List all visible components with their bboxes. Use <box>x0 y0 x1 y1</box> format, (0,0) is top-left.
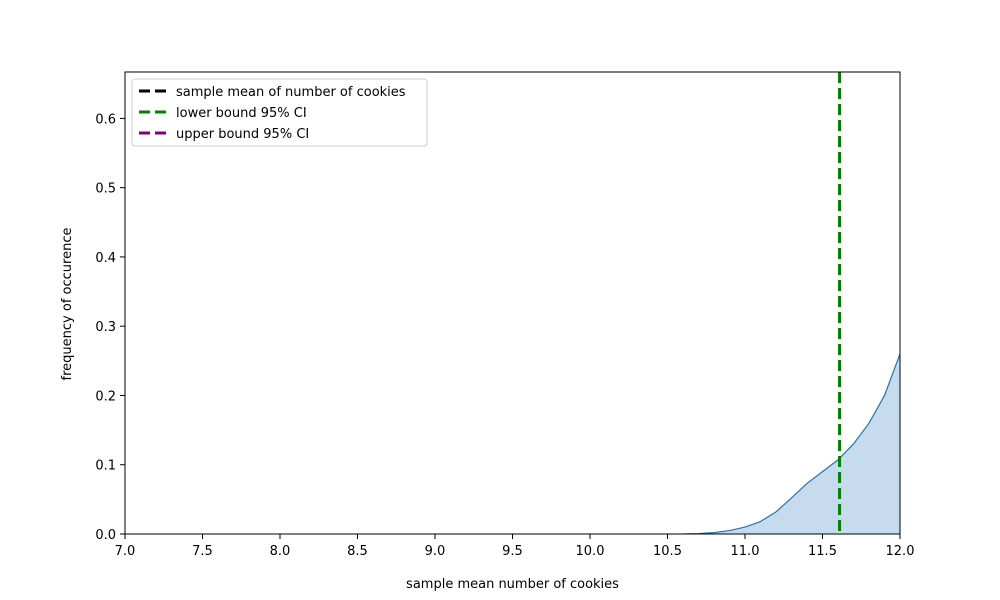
plot-area <box>682 72 900 534</box>
y-tick-label: 0.4 <box>95 251 116 266</box>
x-tick-label: 12.0 <box>886 544 915 559</box>
legend-box <box>131 78 428 147</box>
x-tick-label: 11.0 <box>731 544 760 559</box>
density-area-0 <box>683 353 900 534</box>
x-tick-label: 7.0 <box>115 544 136 559</box>
y-tick-label: 0.0 <box>95 528 116 543</box>
y-tick-label: 0.2 <box>95 389 116 404</box>
legend: sample mean of number of cookies lower bo… <box>131 78 428 147</box>
x-axis-label: sample mean number of cookies <box>406 577 619 592</box>
y-tick-label: 0.3 <box>95 320 116 335</box>
x-tick-label: 7.5 <box>192 544 213 559</box>
y-axis-label: frequency of occurence <box>60 228 75 381</box>
legend-entry-0: sample mean of number of cookies <box>176 85 406 100</box>
y-tick-label: 0.6 <box>95 112 116 127</box>
y-tick-label: 0.1 <box>95 459 116 474</box>
x-tick-label: 9.5 <box>502 544 523 559</box>
x-tick-label: 10.5 <box>653 544 682 559</box>
x-tick-label: 9.0 <box>425 544 446 559</box>
y-tick-label: 0.5 <box>95 182 116 197</box>
legend-entry-1: lower bound 95% CI <box>176 106 307 121</box>
legend-entry-2: upper bound 95% CI <box>176 127 309 142</box>
x-tick-label: 10.0 <box>576 544 605 559</box>
x-tick-label: 11.5 <box>808 544 837 559</box>
x-tick-label: 8.5 <box>347 544 368 559</box>
density-line-0 <box>682 353 900 534</box>
x-tick-label: 8.0 <box>270 544 291 559</box>
axes: 7.0 7.5 8.0 8.5 9.0 9.5 10.0 10.5 11.0 11.5 12.0 0.… <box>95 71 915 559</box>
